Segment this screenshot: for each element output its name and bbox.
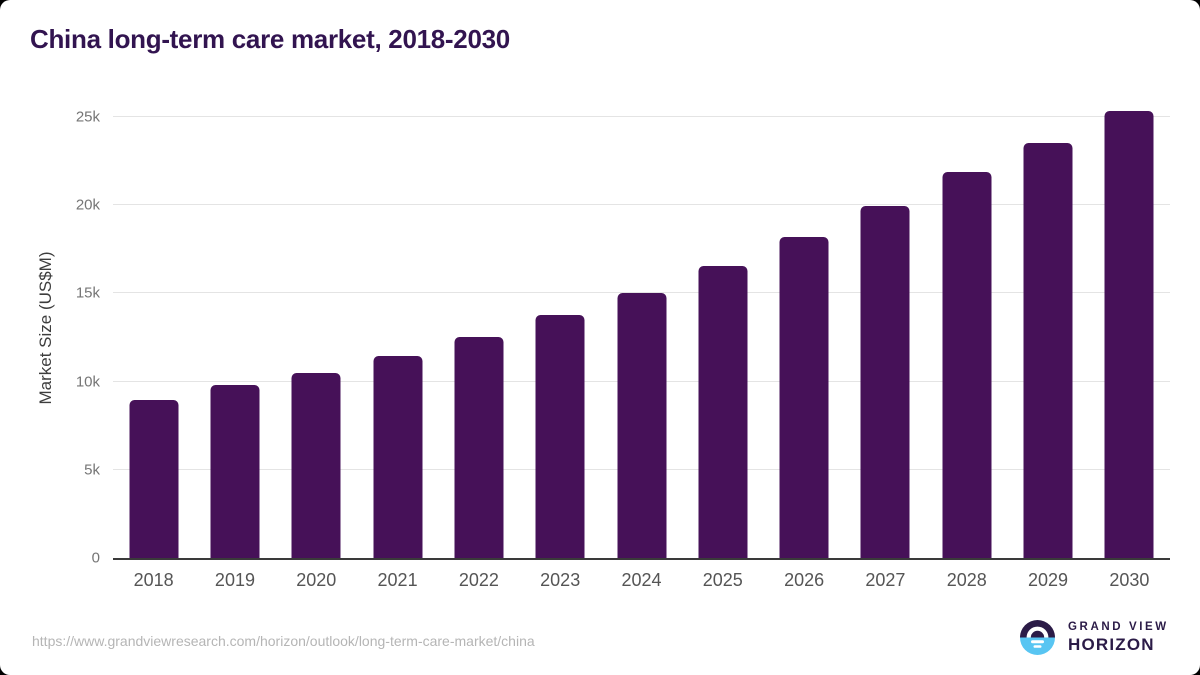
x-tick-label-2029: 2029	[1028, 570, 1069, 590]
bar-2018	[129, 400, 179, 558]
bar-2024	[617, 292, 666, 558]
x-tick-label-2024: 2024	[621, 570, 662, 590]
x-tick-label-2025: 2025	[702, 570, 743, 590]
y-axis-tick-labels: 0 5k 10k 15k 20k 25k	[0, 109, 100, 567]
y-tick-label-15k: 15k	[75, 284, 100, 302]
x-tick-label-2022: 2022	[458, 570, 499, 590]
y-tick-label-10k: 10k	[75, 373, 100, 391]
bar-2029	[1023, 142, 1073, 558]
bar-2019	[210, 385, 260, 558]
gridline-25k	[113, 116, 1170, 117]
gridline-20k	[113, 204, 1170, 206]
bar-2026	[779, 236, 829, 558]
x-tick-label-2030: 2030	[1109, 570, 1150, 590]
logo-text: GRAND VIEW HORIZON	[1068, 620, 1169, 655]
bar-2022	[454, 336, 504, 558]
grand-view-horizon-logo: GRAND VIEW HORIZON	[1019, 619, 1169, 656]
chart-title: China long-term care market, 2018-2030	[30, 24, 510, 54]
logo-brand-name: GRAND VIEW	[1068, 620, 1169, 633]
bar-2028	[942, 171, 992, 558]
bar-chart-plot-area	[113, 110, 1170, 560]
y-tick-label-5k: 5k	[84, 461, 100, 479]
logo-product-name: HORIZON	[1068, 635, 1155, 655]
x-tick-label-2021: 2021	[377, 570, 418, 590]
x-tick-label-2028: 2028	[946, 570, 987, 590]
x-tick-label-2027: 2027	[865, 570, 906, 590]
bar-2020	[291, 372, 341, 558]
horizon-sunrise-icon	[1020, 620, 1055, 655]
bar-2021	[373, 356, 423, 558]
y-tick-label-20k: 20k	[75, 196, 100, 214]
x-tick-label-2019: 2019	[214, 570, 255, 590]
x-tick-label-2023: 2023	[540, 570, 581, 590]
bar-2025	[698, 266, 748, 558]
bar-2027	[860, 206, 910, 558]
source-url: https://www.grandviewresearch.com/horizo…	[32, 633, 535, 649]
y-tick-label-0: 0	[91, 549, 100, 567]
x-axis-tick-labels: 2018 2019 2020 2021 2022 2023 2024 2025 2026 2027…	[113, 570, 1170, 594]
bar-2030	[1104, 110, 1154, 558]
y-tick-label-25k: 25k	[75, 108, 100, 126]
x-tick-label-2026: 2026	[784, 570, 825, 590]
x-tick-label-2020: 2020	[296, 570, 337, 590]
bar-2023	[535, 315, 585, 558]
x-tick-label-2018: 2018	[133, 570, 174, 590]
